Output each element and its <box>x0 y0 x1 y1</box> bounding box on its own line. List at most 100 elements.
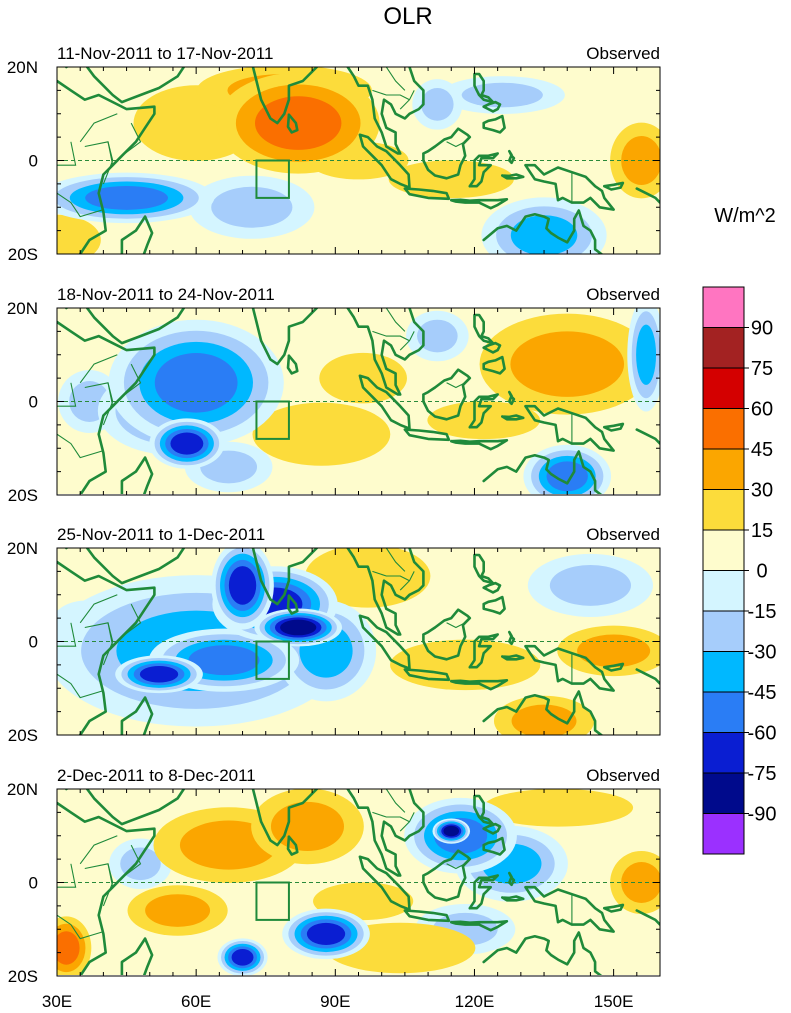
coastline <box>120 937 154 975</box>
colorbar-label: -90 <box>748 804 777 826</box>
coastline <box>419 34 479 62</box>
country-border <box>446 622 466 629</box>
olr-anomaly-region <box>577 634 651 668</box>
country-border <box>399 331 415 351</box>
coastline <box>251 789 319 847</box>
map-panel: 18-Nov-2011 to 24-Nov-2011 Observed 20N 0 20… <box>7 275 661 505</box>
country-border <box>57 382 77 407</box>
country-border <box>121 363 142 398</box>
olr-anomaly-region <box>228 566 257 605</box>
y-tick-label: 20N <box>7 780 38 799</box>
map-panel: 11-Nov-2011 to 17-Nov-2011 Observed 20N 0 20… <box>7 34 661 264</box>
panel-field <box>57 515 660 735</box>
colorbar-box <box>702 570 745 612</box>
coastline <box>450 679 509 691</box>
coastline <box>57 560 156 735</box>
country-border <box>385 308 406 332</box>
country-border <box>399 812 415 832</box>
x-tick-label: 120E <box>455 992 495 1011</box>
country-border <box>79 594 118 624</box>
country-border <box>372 570 410 582</box>
coastline <box>286 835 299 856</box>
analysis-box <box>255 159 290 199</box>
coastline <box>346 67 425 155</box>
x-tick-label: 30E <box>42 992 72 1011</box>
y-tick-label: 0 <box>29 633 38 652</box>
olr-anomaly-region <box>546 461 588 492</box>
coastline <box>422 849 472 902</box>
colorbar-label: -15 <box>748 601 777 623</box>
coastline <box>482 209 604 254</box>
olr-anomaly-region <box>443 825 460 837</box>
coastline <box>473 72 495 104</box>
country-border <box>57 914 104 940</box>
coastline <box>65 67 186 104</box>
country-border <box>79 835 118 865</box>
colorbar-label: 15 <box>751 520 773 542</box>
country-border <box>446 141 466 148</box>
colorbar-box <box>702 529 745 571</box>
coastline <box>120 456 154 494</box>
colorbar-units: W/m^2 <box>714 205 776 227</box>
y-tick-label: 20N <box>7 58 38 77</box>
olr-anomaly-region <box>139 665 179 683</box>
coastline <box>419 515 479 543</box>
country-border <box>372 330 410 342</box>
olr-anomaly-region <box>636 324 657 385</box>
coastline <box>419 275 479 303</box>
y-tick-label: 0 <box>29 874 38 893</box>
panel-field <box>57 275 660 494</box>
y-tick-label: 20S <box>8 726 38 745</box>
colorbar-label: -45 <box>748 682 777 704</box>
olr-anomaly-region <box>319 352 407 404</box>
coastline <box>635 428 660 445</box>
coastline <box>508 390 516 406</box>
olr-anomaly-region <box>211 186 293 228</box>
panel-status: Observed <box>586 285 660 304</box>
olr-anomaly-region <box>549 564 632 606</box>
x-axis: 30E 60E 90E 120E 150E <box>42 992 634 1011</box>
panel-period: 18-Nov-2011 to 24-Nov-2011 <box>57 285 275 304</box>
coastline <box>482 100 502 113</box>
country-border <box>107 863 114 888</box>
coastline <box>403 428 451 442</box>
y-tick-label: 20N <box>7 299 38 318</box>
country-border <box>372 811 410 823</box>
coastline <box>346 548 425 636</box>
colorbar-box <box>702 691 745 733</box>
coastline <box>403 909 451 923</box>
coastline <box>450 439 509 451</box>
coastline <box>482 836 506 856</box>
coastline <box>57 801 156 975</box>
country-border <box>57 433 104 459</box>
panel-period: 25-Nov-2011 to 1-Dec-2011 <box>57 525 265 544</box>
country-border <box>79 354 118 384</box>
panel-field <box>57 34 660 254</box>
olr-anomaly-region <box>482 789 634 827</box>
coastline <box>482 450 603 494</box>
map-panel: 25-Nov-2011 to 1-Dec-2011 Observed 20N 0 20S <box>7 515 661 745</box>
country-border <box>57 863 77 888</box>
x-tick-label: 90E <box>320 992 350 1011</box>
country-border <box>121 603 142 638</box>
olr-anomaly-region <box>85 185 168 210</box>
coastline <box>603 903 625 913</box>
colorbar-label: 90 <box>751 318 773 340</box>
coastline <box>120 215 154 254</box>
olr-anomaly-region <box>154 352 238 413</box>
country-border <box>121 844 142 879</box>
country-border <box>385 67 406 91</box>
coastline <box>120 696 154 735</box>
coastline <box>422 368 472 421</box>
country-border <box>107 382 114 407</box>
analysis-box <box>255 400 290 440</box>
country-border <box>57 622 77 647</box>
coastline <box>65 548 186 585</box>
y-tick-label: 20S <box>8 486 38 505</box>
coastline <box>65 308 186 345</box>
panel-period: 2-Dec-2011 to 8-Dec-2011 <box>57 766 256 785</box>
olr-anomaly-region <box>270 801 345 851</box>
country-border <box>107 622 114 647</box>
panel-status: Observed <box>586 766 660 785</box>
colorbar-box <box>702 327 745 369</box>
